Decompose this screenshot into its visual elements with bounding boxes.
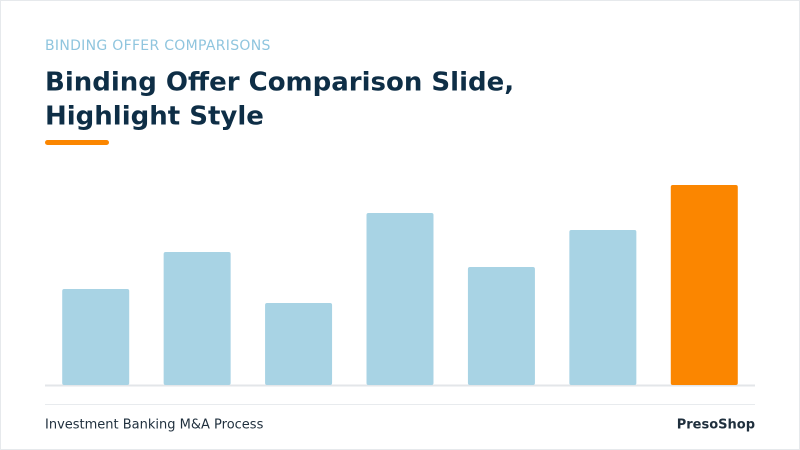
slide-subtitle: BINDING OFFER COMPARISONS <box>45 38 271 54</box>
bar <box>366 213 434 385</box>
bar <box>62 289 130 385</box>
footer-left: Investment Banking M&A Process <box>45 418 264 433</box>
bar <box>569 230 637 385</box>
bar <box>265 303 333 385</box>
bar <box>670 185 738 385</box>
title-underline <box>45 140 109 145</box>
slide-title: Binding Offer Comparison Slide, <box>45 68 514 98</box>
bar <box>467 267 535 385</box>
slide-title: Highlight Style <box>45 102 264 132</box>
footer-brand: PresoShop <box>677 418 755 433</box>
bar <box>163 252 231 385</box>
